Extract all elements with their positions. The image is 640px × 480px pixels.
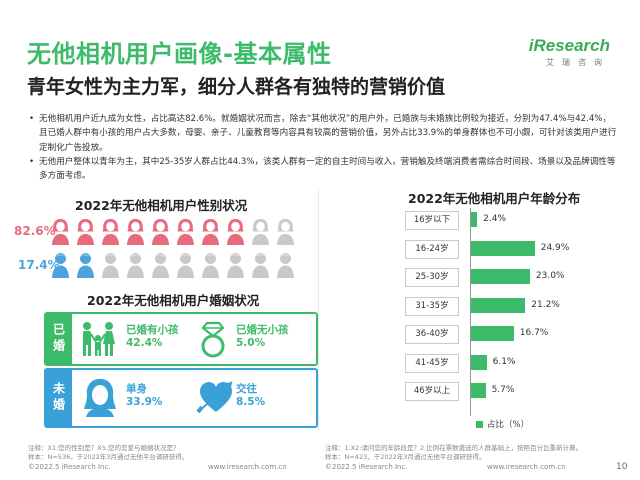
marital-title: 2022年无他相机用户婚姻状况 xyxy=(87,293,260,308)
note-right-line1: 注释：1.X2:请问您的年龄段是？2.比例在票数遴选的人群基础上，按照百分比重新… xyxy=(325,444,583,452)
family-icon xyxy=(78,320,118,362)
age-category-label: 31-35岁 xyxy=(405,296,459,316)
married-box: 已婚 已婚有小孩 42.4% 已婚无小孩 5.0 xyxy=(44,312,318,366)
age-category-label: 41-45岁 xyxy=(405,353,459,373)
female-person-icon xyxy=(177,219,194,245)
single-label: 单身 xyxy=(126,383,147,395)
female-person-icon xyxy=(227,219,244,245)
section-divider xyxy=(318,190,319,430)
male-person-icon xyxy=(127,253,144,278)
age-bar xyxy=(471,326,514,341)
male-person-icon xyxy=(202,253,219,278)
single: 单身 33.9% xyxy=(126,383,162,409)
copyright-left: ©2022.5 iResearch Inc. xyxy=(28,463,111,471)
note-right: 注释：1.X2:请问您的年龄段是？2.比例在票数遴选的人群基础上，按照百分比重新… xyxy=(325,444,582,462)
page-subtitle: 青年女性为主力军，细分人群各有独特的营销价值 xyxy=(27,76,446,98)
male-person-icon xyxy=(102,253,119,278)
male-person-icon xyxy=(177,253,194,278)
age-bar xyxy=(471,212,478,227)
married-tag: 已婚 xyxy=(46,314,72,364)
single-tag: 未婚 xyxy=(46,370,72,426)
single-pct: 33.9% xyxy=(126,396,163,408)
age-bar-value: 5.7% xyxy=(491,385,515,395)
dating-label: 交往 xyxy=(236,383,257,395)
ring-icon xyxy=(196,320,230,362)
bullet-1: 无他相机用户近九成为女性，占比高达82.6%。就婚姻状况而言，除去“其他状况”的… xyxy=(27,112,617,155)
married-no-kids-pct: 5.0% xyxy=(236,337,266,349)
age-bar-value: 23.0% xyxy=(535,271,565,281)
female-icon-row xyxy=(50,218,296,245)
female-person-icon xyxy=(127,219,144,245)
age-category-label: 46岁以上 xyxy=(405,382,459,401)
married-with-kids: 已婚有小孩 42.4% xyxy=(126,324,179,350)
gender-title: 2022年无他相机用户性别状况 xyxy=(75,198,248,213)
single-box: 未婚 单身 33.9% 交往 8.5% xyxy=(44,368,318,428)
age-bar xyxy=(471,354,487,370)
married-no-kids: 已婚无小孩 5.0% xyxy=(236,324,289,350)
age-category-label: 25-30岁 xyxy=(405,268,459,287)
legend-label: 占比（%） xyxy=(487,420,530,430)
male-person-icon xyxy=(277,253,294,278)
female-pct: 82.6% xyxy=(14,224,56,238)
female-person-icon xyxy=(252,219,269,245)
age-chart-legend: 占比（%） xyxy=(476,418,529,430)
age-category-label: 16-24岁 xyxy=(405,239,459,259)
age-category-label: 16岁以下 xyxy=(405,211,459,230)
male-person-icon xyxy=(52,253,69,278)
bullet-2: 无他用户整体以青年为主，其中25-35岁人群占比44.3%，该类人群有一定的自主… xyxy=(27,155,617,184)
female-person-icon xyxy=(102,219,119,245)
age-bar xyxy=(471,240,535,256)
single-person-icon xyxy=(80,376,120,422)
url-right[interactable]: www.iresearch.com.cn xyxy=(487,463,566,471)
female-person-icon xyxy=(77,219,94,245)
age-chart-axis xyxy=(470,208,471,416)
copyright-right: ©2022.5 iResearch Inc. xyxy=(325,463,408,471)
female-person-icon xyxy=(152,219,169,245)
female-person-icon xyxy=(202,219,219,245)
male-pct: 17.4% xyxy=(18,258,60,272)
age-bar-value: 24.9% xyxy=(540,242,570,253)
logo-word: iResearch xyxy=(528,36,610,55)
age-bar xyxy=(471,297,526,313)
male-person-icon xyxy=(252,253,269,278)
married-with-kids-pct: 42.4% xyxy=(126,337,163,349)
age-bar xyxy=(471,269,530,284)
age-chart-title: 2022年无他相机用户年龄分布 xyxy=(408,191,581,206)
dating: 交往 8.5% xyxy=(236,383,265,409)
married-with-kids-label: 已婚有小孩 xyxy=(126,324,179,336)
male-person-icon xyxy=(77,253,94,278)
age-bar xyxy=(471,383,486,398)
female-person-icon xyxy=(277,219,294,245)
page-number: 10 xyxy=(616,462,628,472)
bullet-list: 无他相机用户近九成为女性，占比高达82.6%。就婚姻状况而言，除去“其他状况”的… xyxy=(27,112,617,183)
female-person-icon xyxy=(52,219,69,245)
age-bar-value: 2.4% xyxy=(483,214,507,224)
male-person-icon xyxy=(227,253,244,278)
age-bar-value: 16.7% xyxy=(519,328,549,338)
male-person-icon xyxy=(152,253,169,278)
note-left: 注释：X1:您的性别是？X5:您的恋爱与婚姻状况是？ 样本：N=536，于202… xyxy=(28,444,188,462)
male-icon-row xyxy=(50,251,296,278)
note-right-line2: 样本：N=423，于2022年3月通过无他平台调研获得。 xyxy=(325,453,486,461)
married-no-kids-label: 已婚无小孩 xyxy=(236,324,289,336)
age-bar-value: 6.1% xyxy=(492,356,516,367)
note-left-line1: 注释：X1:您的性别是？X5:您的恋爱与婚姻状况是？ xyxy=(28,444,180,452)
legend-swatch xyxy=(476,421,483,428)
note-left-line2: 样本：N=536，于2022年3月通过无他平台调研获得。 xyxy=(28,453,189,461)
age-bar-value: 21.2% xyxy=(531,299,560,310)
iresearch-logo: iResearch 艾瑞咨询 xyxy=(529,36,610,68)
url-left[interactable]: www.iresearch.com.cn xyxy=(208,463,287,471)
logo-cn: 艾瑞咨询 xyxy=(546,58,610,67)
dating-pct: 8.5% xyxy=(236,396,266,408)
age-category-label: 36-40岁 xyxy=(405,325,459,344)
heart-arrow-icon xyxy=(196,376,236,422)
page-title: 无他相机用户画像-基本属性 xyxy=(27,40,332,68)
